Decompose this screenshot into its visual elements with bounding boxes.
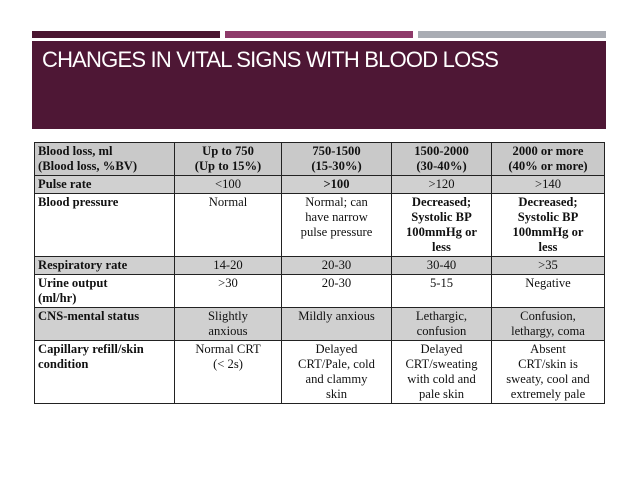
table-row: Blood pressure Normal Normal; can have na… [34,193,605,257]
header-class-2: 750-1500 (15-30%) [281,142,392,176]
table-cell: Decreased; Systolic BP 100mmHg or less [391,193,492,257]
row-label-respiratory-rate: Respiratory rate [34,256,175,275]
table-cell: >35 [491,256,605,275]
table-cell: Slightly anxious [174,307,282,341]
table-row: CNS-mental status Slightly anxious Mildly… [34,307,605,341]
table-header-row: Blood loss, ml (Blood loss, %BV) Up to 75… [34,142,605,176]
table-cell: Negative [491,274,605,308]
table-cell: Normal [174,193,282,257]
row-label-blood-pressure: Blood pressure [34,193,175,257]
table-cell: Absent CRT/skin is sweaty, cool and extreme… [491,340,605,404]
table-container: Blood loss, ml (Blood loss, %BV) Up to 75… [32,129,606,431]
table-cell: Decreased; Systolic BP 100mmHg or less [491,193,605,257]
table-cell: 30-40 [391,256,492,275]
table-cell: Confusion, lethargy, coma [491,307,605,341]
stripe-dark [32,31,220,38]
header-blood-loss: Blood loss, ml (Blood loss, %BV) [34,142,175,176]
table-cell: Delayed CRT/sweating with cold and pale ski… [391,340,492,404]
table-cell: Normal CRT (< 2s) [174,340,282,404]
table-cell: 14-20 [174,256,282,275]
header-class-4: 2000 or more (40% or more) [491,142,605,176]
table-cell: 20-30 [281,256,392,275]
table-cell: >120 [391,175,492,194]
table-row: Capillary refill/skin condition Normal CR… [34,340,605,404]
table-cell: >30 [174,274,282,308]
row-label-capillary-refill: Capillary refill/skin condition [34,340,175,404]
table-cell: <100 [174,175,282,194]
table-cell: Delayed CRT/Pale, cold and clammy skin [281,340,392,404]
table-row: Respiratory rate 14-20 20-30 30-40 >35 [34,256,605,275]
table-cell: Lethargic, confusion [391,307,492,341]
table-row: Pulse rate <100 >100 >120 >140 [34,175,605,194]
table-cell: Mildly anxious [281,307,392,341]
vital-signs-table: Blood loss, ml (Blood loss, %BV) Up to 75… [34,142,605,404]
slide-title: CHANGES IN VITAL SIGNS WITH BLOOD LOSS [42,47,499,72]
table-cell: >140 [491,175,605,194]
decorative-stripes [32,31,606,38]
row-label-cns-mental-status: CNS-mental status [34,307,175,341]
stripe-gray [418,31,606,38]
table-row: Urine output (ml/hr) >30 20-30 5-15 Negat… [34,274,605,308]
table-cell: 20-30 [281,274,392,308]
stripe-magenta [225,31,413,38]
row-label-urine-output: Urine output (ml/hr) [34,274,175,308]
table-cell: Normal; can have narrow pulse pressure [281,193,392,257]
table-cell: 5-15 [391,274,492,308]
table-cell: >100 [281,175,392,194]
header-class-1: Up to 750 (Up to 15%) [174,142,282,176]
row-label-pulse-rate: Pulse rate [34,175,175,194]
header-class-3: 1500-2000 (30-40%) [391,142,492,176]
title-band [32,41,606,129]
